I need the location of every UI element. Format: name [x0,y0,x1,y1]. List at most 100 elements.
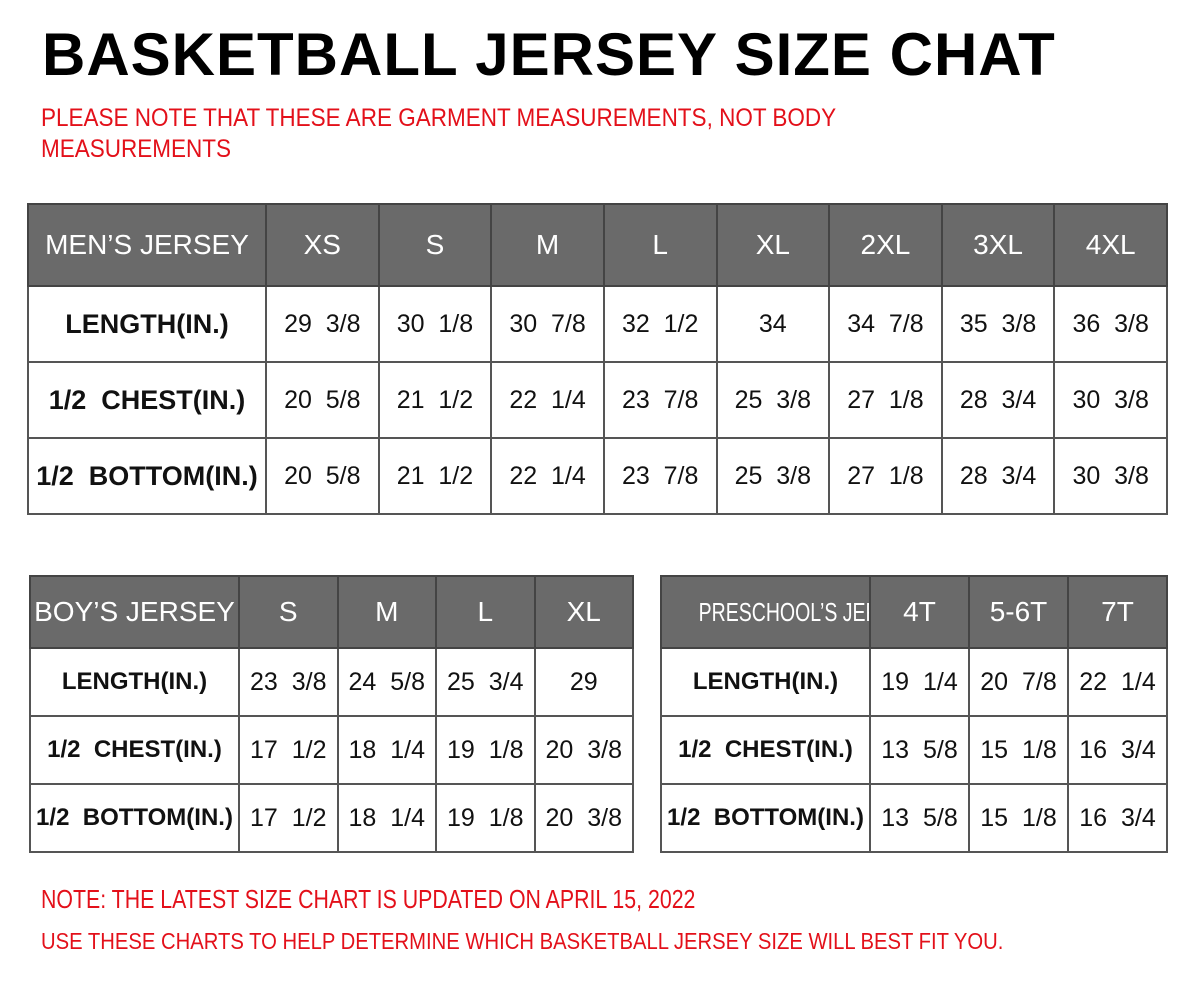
measurement-value-cell: 28 3/4 [940,361,1056,439]
cell-text: PRESCHOOL’S JERSEY [698,597,868,627]
size-header-cell: 4XL [1053,203,1168,287]
size-header-cell: S [238,575,339,649]
measurement-value-cell: 22 1/4 [490,361,605,439]
measurement-value-cell: 32 1/2 [602,285,718,363]
cell-text: 19 1/8 [447,735,524,764]
measurement-value-cell: 30 7/8 [490,285,605,363]
table-row: 1/2 BOTTOM(IN.) 13 5/8 15 1/8 16 3/4 [660,783,1168,853]
cell-text: M [375,596,399,627]
measurement-value-cell: 17 1/2 [238,715,339,785]
measurement-value-cell: 19 1/8 [435,783,536,853]
measurement-value-cell: 15 1/8 [968,783,1069,853]
cell-text: BOY’S JERSEY [34,596,235,627]
table-title-cell: BOY’S JERSEY [29,575,240,649]
measurement-value-cell: 18 1/4 [336,783,437,853]
measurement-value-cell: 17 1/2 [238,783,339,853]
cell-text: MEN’S JERSEY [45,229,249,260]
measurement-value-cell: 20 3/8 [533,715,634,785]
size-header-cell: S [377,203,493,287]
cell-text: 15 1/8 [980,803,1057,832]
size-header-cell: L [602,203,718,287]
table-title-cell: MEN’S JERSEY [27,203,267,287]
table-row: 1/2 BOTTOM(IN.) 17 1/2 18 1/4 19 1/8 20 3/8 [29,783,634,853]
size-header-cell: XS [265,203,380,287]
table-title-cell: PRESCHOOL’S JERSEY [660,575,871,649]
cell-text: 1/2 BOTTOM(IN.) [36,804,233,831]
cell-text: 21 1/2 [396,461,474,490]
cell-text: 3XL [973,229,1023,260]
measurement-label-cell: LENGTH(IN.) [27,285,267,363]
cell-text: LENGTH(IN.) [65,308,229,339]
cell-text: 7T [1101,596,1134,627]
cell-text: 13 5/8 [881,803,958,832]
measurement-label-cell: 1/2 BOTTOM(IN.) [27,437,267,515]
size-header-cell: 2XL [828,203,943,287]
cell-text: 20 3/8 [545,735,622,764]
cell-text: 15 1/8 [980,735,1057,764]
size-header-cell: 7T [1067,575,1168,649]
cell-text: 23 7/8 [621,385,699,414]
header-row: PRESCHOOL’S JERSEY 4T 5-6T 7T [660,575,1168,649]
cell-text: S [278,596,298,627]
cell-text: XL [755,229,790,260]
measurement-label-cell: 1/2 CHEST(IN.) [29,715,240,785]
size-header-cell: 3XL [940,203,1056,287]
cell-text: 5-6T [989,596,1048,627]
header-row: MEN’S JERSEY XS S M L XL 2XL 3XL 4XL [27,203,1168,287]
table-row: 1/2 CHEST(IN.) 13 5/8 15 1/8 16 3/4 [660,715,1168,785]
measurement-value-cell: 16 3/4 [1067,783,1168,853]
measurement-value-cell: 19 1/4 [869,647,970,717]
measurement-value-cell: 13 5/8 [869,783,970,853]
size-header-cell: XL [533,575,634,649]
size-header-cell: M [490,203,605,287]
cell-text: 4T [903,596,936,627]
size-header-cell: M [336,575,437,649]
measurement-value-cell: 15 1/8 [968,715,1069,785]
measurement-value-cell: 29 [533,647,634,717]
cell-text: 32 1/2 [621,309,699,338]
measurement-label-cell: 1/2 CHEST(IN.) [27,361,267,439]
size-header-cell: 5-6T [968,575,1069,649]
cell-text: 23 3/8 [250,667,327,696]
cell-text: 36 3/8 [1072,309,1149,338]
cell-text: 19 1/4 [881,667,958,696]
cell-text: 27 1/8 [847,461,924,490]
cell-text: XS [303,229,341,260]
table-row: 1/2 CHEST(IN.) 20 5/8 21 1/2 22 1/4 23 7/8 25… [27,361,1168,439]
update-note: NOTE: THE LATEST SIZE CHART IS UPDATED O… [41,884,696,914]
cell-text: 25 3/8 [734,461,812,490]
cell-text: 25 3/8 [734,385,812,414]
measurement-value-cell: 23 7/8 [602,437,718,515]
cell-text: XL [566,596,601,627]
cell-text: 29 3/8 [284,309,361,338]
measurement-value-cell: 30 3/8 [1053,437,1168,515]
cell-text: 23 7/8 [621,461,699,490]
measurement-value-cell: 27 1/8 [828,437,943,515]
cell-text: 19 1/8 [447,803,524,832]
cell-text: 35 3/8 [959,309,1037,338]
cell-text: 22 1/4 [509,385,586,414]
measurement-value-cell: 20 3/8 [533,783,634,853]
cell-text: 13 5/8 [881,735,958,764]
cell-text: L [652,229,668,260]
measurement-value-cell: 30 1/8 [377,285,493,363]
measurement-value-cell: 22 1/4 [490,437,605,515]
measurement-label-cell: LENGTH(IN.) [29,647,240,717]
cell-text: 34 7/8 [847,309,924,338]
measurement-value-cell: 21 1/2 [377,361,493,439]
size-header-cell: L [435,575,536,649]
measurement-value-cell: 24 5/8 [336,647,437,717]
measurement-value-cell: 25 3/8 [715,437,831,515]
cell-text: 30 3/8 [1072,461,1149,490]
measurement-label-cell: 1/2 BOTTOM(IN.) [29,783,240,853]
measurement-value-cell: 20 5/8 [265,361,380,439]
table-row: LENGTH(IN.) 19 1/4 20 7/8 22 1/4 [660,647,1168,717]
measurement-value-cell: 19 1/8 [435,715,536,785]
measurement-label-cell: 1/2 BOTTOM(IN.) [660,783,871,853]
cell-text: 18 1/4 [348,803,425,832]
cell-text: 24 5/8 [348,667,425,696]
size-header-cell: 4T [869,575,970,649]
cell-text: LENGTH(IN.) [692,668,839,695]
measurement-value-cell: 16 3/4 [1067,715,1168,785]
cell-text: 30 3/8 [1072,385,1149,414]
